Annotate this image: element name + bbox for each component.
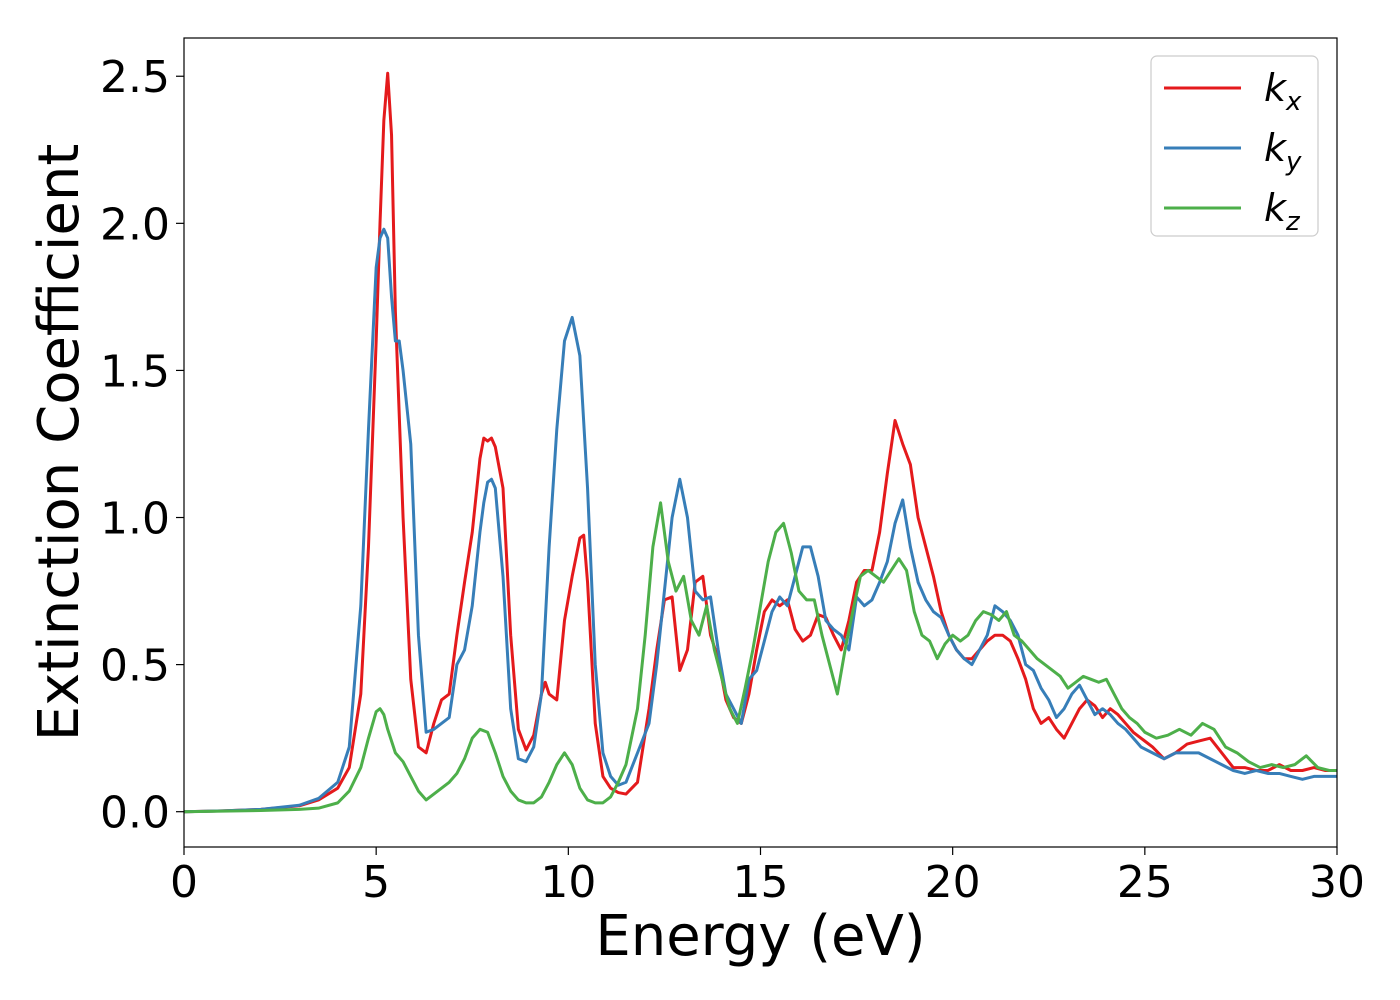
x-tick-label: 15: [733, 857, 789, 908]
legend-label-base: k: [1264, 186, 1288, 230]
legend-label-subscript: z: [1285, 207, 1301, 237]
x-tick-label: 10: [540, 857, 596, 908]
y-axis-title: Extinction Coefficient: [27, 144, 92, 742]
x-axis-title: Energy (eV): [595, 904, 925, 969]
legend-label-kz: kz: [1264, 186, 1301, 237]
x-tick-label: 20: [925, 857, 981, 908]
legend-label-ky: ky: [1264, 126, 1302, 177]
x-tick-label: 5: [362, 857, 390, 908]
x-tick-label: 25: [1117, 857, 1173, 908]
y-axis-ticks: 0.0 0.5 1.0 1.5 2.0 2.5: [100, 52, 184, 839]
x-axis-ticks: 0 5 10 15 20 25 30: [170, 847, 1365, 908]
legend-label-base: k: [1264, 66, 1288, 110]
y-tick-label: 0.0: [100, 788, 170, 839]
legend-label-base: k: [1264, 126, 1288, 170]
series-line-kz: [184, 501, 1337, 814]
legend-label-subscript: x: [1285, 87, 1302, 117]
y-tick-label: 2.5: [100, 52, 170, 103]
y-tick-label: 1.0: [100, 494, 170, 545]
y-tick-label: 1.5: [100, 346, 170, 397]
x-tick-label: 0: [170, 857, 198, 908]
y-tick-label: 2.0: [100, 199, 170, 250]
series-line-ky: [184, 227, 1337, 814]
x-tick-label: 30: [1309, 857, 1365, 908]
series-line-kx: [184, 71, 1337, 814]
y-tick-label: 0.5: [100, 641, 170, 692]
legend-label-kx: kx: [1264, 66, 1302, 117]
legend-label-subscript: y: [1285, 147, 1302, 177]
series-layer: [184, 71, 1337, 814]
legend-box: [1150, 55, 1319, 237]
